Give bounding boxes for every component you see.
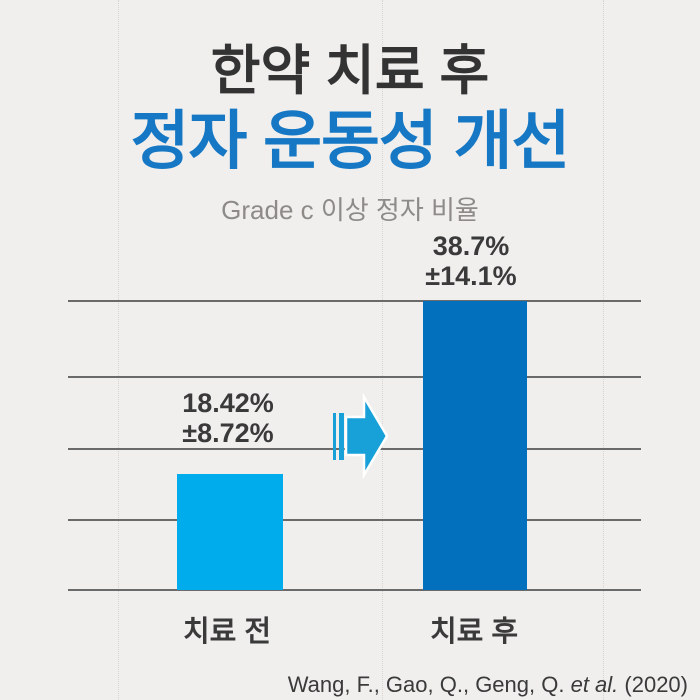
citation-etal: et al. [570, 672, 619, 697]
page-title: 한약 치료 후 [210, 41, 490, 101]
sd-after: ±14.1% [425, 261, 517, 291]
gridline-30pct [68, 376, 641, 378]
gridline-40pct [68, 300, 641, 302]
sd-before: ±8.72% [182, 418, 274, 448]
value-before: 18.42% [182, 388, 274, 418]
value-after: 38.7% [432, 231, 510, 261]
category-label-before: 치료 전 [182, 616, 272, 648]
page-title-accent: 정자 운동성 개선 [130, 105, 571, 177]
improvement-arrow-icon [327, 392, 391, 480]
vertical-guide-line [118, 0, 119, 700]
citation-authors: Wang, F., Gao, Q., Geng, Q. [287, 672, 571, 697]
chart-subtitle: Grade c 이상 정자 비율 [221, 195, 479, 225]
value-label-after: 38.7% ±14.1% [371, 231, 571, 291]
baseline-axis [68, 589, 641, 591]
vertical-guide-line [603, 0, 604, 700]
gridline-10pct [68, 519, 641, 521]
citation: Wang, F., Gao, Q., Geng, Q. et al. (2020… [288, 672, 688, 698]
bar-after-treatment [423, 301, 527, 590]
category-label-after: 치료 후 [429, 616, 519, 648]
vertical-guide-line [382, 0, 383, 700]
value-label-before: 18.42% ±8.72% [128, 388, 328, 448]
bar-before-treatment [177, 474, 283, 590]
citation-year: (2020) [618, 672, 688, 697]
